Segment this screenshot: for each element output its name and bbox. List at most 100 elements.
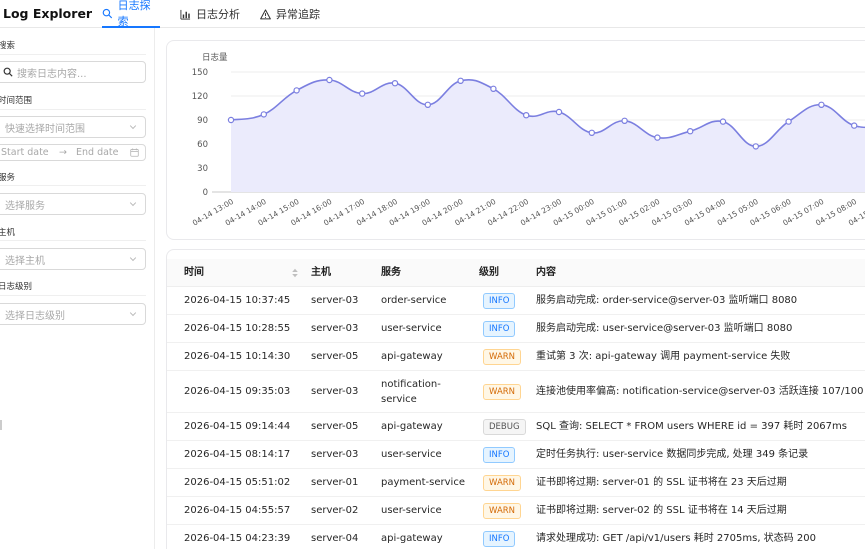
cell-host-text: server-03 [311,323,359,334]
table-row[interactable]: 2026-04-15 05:51:02 server-01 payment-serv… [167,469,865,497]
column-header-time[interactable]: 时间 [184,267,204,278]
cell-time: 2026-04-15 04:23:39 [184,525,304,549]
cell-time-text: 2026-04-15 09:14:44 [184,421,291,432]
cell-time-text: 2026-04-15 10:28:55 [184,323,291,334]
cell-content-text: 服务启动完成: user-service@server-03 监听端口 8080 [536,323,793,334]
host-placeholder: 选择主机 [5,255,45,267]
cell-service-text: api-gateway [381,533,443,544]
sort-icon[interactable] [291,268,299,278]
cell-time-text: 2026-04-15 10:14:30 [184,351,291,362]
level-badge: INFO [483,446,516,463]
y-tick-label: 0 [203,188,208,198]
host-label: 主机 [0,228,16,238]
column-header-service: 服务 [381,267,401,278]
area-fill [231,79,865,192]
cell-content-text: 证书即将过期: server-01 的 SSL 证书将在 23 天后过期 [536,477,787,488]
data-point [457,77,464,85]
date-range-picker[interactable]: Start date → End date [0,144,146,161]
cell-content: 证书即将过期: server-01 的 SSL 证书将在 23 天后过期 [536,469,865,496]
top-header: Log Explorer 日志探索 日志分析 异常追踪 [0,0,865,28]
cell-host-text: server-03 [311,449,359,460]
cell-service: api-gateway [381,343,473,370]
tab-label: 日志探索 [117,0,151,28]
cell-service-text: notification-service [381,378,441,405]
start-date-input[interactable]: Start date [1,147,49,158]
sidebar-collapse-handle[interactable] [0,420,2,430]
table-row[interactable]: 2026-04-15 10:28:55 server-03 user-service… [167,315,865,343]
cell-host: server-03 [311,315,376,342]
table-row[interactable]: 2026-04-15 10:37:45 server-03 order-servic… [167,287,865,315]
cell-service: api-gateway [381,525,473,549]
level-select[interactable]: 选择日志级别 [0,303,146,325]
tab-log-explore[interactable]: 日志探索 [102,0,160,28]
tab-anomaly-tracking[interactable]: 异常追踪 [260,0,320,28]
cell-service: user-service [381,315,473,342]
cell-content: 服务启动完成: order-service@server-03 监听端口 808… [536,287,865,314]
cell-time-text: 2026-04-15 04:55:57 [184,505,291,516]
cell-time: 2026-04-15 09:35:03 [184,371,304,412]
table-row[interactable]: 2026-04-15 10:14:30 server-05 api-gateway W… [167,343,865,371]
data-point [358,90,366,97]
level-badge: INFO [483,530,516,547]
cell-time: 2026-04-15 09:14:44 [184,413,304,440]
cell-host: server-03 [311,287,376,314]
cell-host: server-04 [311,525,376,549]
tab-label: 异常追踪 [276,8,320,21]
table-row[interactable]: 2026-04-15 09:14:44 server-05 api-gateway D… [167,413,865,441]
service-select[interactable]: 选择服务 [0,193,146,215]
cell-service: order-service [381,287,473,314]
level-badge: WARN [483,474,522,491]
cell-level: WARN [483,371,531,412]
data-point [555,108,563,116]
y-tick-label: 60 [197,140,208,150]
cell-host-text: server-05 [311,421,359,432]
data-point [687,127,694,135]
tab-log-analysis[interactable]: 日志分析 [180,0,240,28]
cell-service: payment-service [381,469,473,496]
cell-content: SQL 查询: SELECT * FROM users WHERE id = 3… [536,413,865,440]
time-range-label: 时间范围 [0,96,33,106]
level-placeholder: 选择日志级别 [5,310,65,322]
search-label: 搜索 [0,41,16,51]
y-tick-label: 150 [192,68,208,78]
date-separator: → [59,147,67,158]
quick-time-range-select[interactable]: 快速选择时间范围 [0,116,146,138]
table-row[interactable]: 2026-04-15 04:23:39 server-04 api-gateway I… [167,525,865,549]
cell-content-text: 连接池使用率偏高: notification-service@server-03… [536,386,864,397]
data-point [260,111,268,118]
bar-chart-icon [180,9,191,20]
search-icon [102,8,113,18]
table-row[interactable]: 2026-04-15 08:14:17 server-03 user-service… [167,441,865,469]
cell-level: INFO [483,315,531,342]
cell-time: 2026-04-15 04:55:57 [184,497,304,524]
cell-time: 2026-04-15 05:51:02 [184,469,304,496]
cell-content-text: SQL 查询: SELECT * FROM users WHERE id = 3… [536,421,847,432]
chevron-down-icon [129,257,137,262]
level-badge: INFO [483,320,516,337]
cell-service-text: user-service [381,505,442,516]
cell-host: server-03 [311,441,376,468]
cell-host: server-03 [311,371,376,412]
cell-content: 服务启动完成: user-service@server-03 监听端口 8080 [536,315,865,342]
cell-time: 2026-04-15 10:28:55 [184,315,304,342]
cell-content-text: 定时任务执行: user-service 数据同步完成, 处理 349 条记录 [536,449,809,460]
level-badge: DEBUG [483,418,526,435]
data-point [293,87,300,94]
cell-level: INFO [483,287,531,314]
cell-content: 请求处理成功: GET /api/v1/users 耗时 2705ms, 状态码… [536,525,865,549]
column-header-level: 级别 [479,267,499,278]
host-select[interactable]: 选择主机 [0,248,146,270]
table-row[interactable]: 2026-04-15 09:35:03 server-03 notification… [167,371,865,413]
search-input[interactable]: 搜索日志内容... [0,61,146,83]
divider [0,109,146,110]
y-tick-label: 30 [197,164,208,174]
table-row[interactable]: 2026-04-15 04:55:57 server-02 user-service… [167,497,865,525]
divider [0,54,146,55]
data-point [588,129,595,137]
cell-host-text: server-05 [311,351,359,362]
cell-time: 2026-04-15 08:14:17 [184,441,304,468]
data-point [326,76,333,84]
end-date-input[interactable]: End date [76,147,119,158]
cell-time: 2026-04-15 10:14:30 [184,343,304,370]
cell-service: user-service [381,497,473,524]
